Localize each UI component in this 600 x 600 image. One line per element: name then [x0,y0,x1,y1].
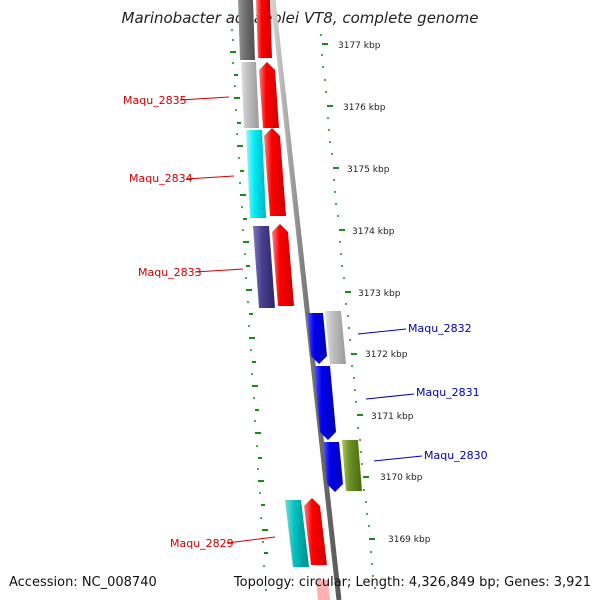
gene-label-maqu-2835[interactable]: Maqu_2835 [123,94,187,107]
map-title: Marinobacter aquaeolei VT8, complete gen… [121,9,479,27]
forward-gene-labels: Maqu_2835 Maqu_2834 Maqu_2833 Maqu_2829 [123,94,276,550]
scale-label-3170: 3170 kbp [380,473,423,483]
forward-gene-arrows [256,0,330,600]
gene-leader-line [226,536,276,544]
gene-leader-line [373,455,423,462]
scale-label-3172: 3172 kbp [365,350,408,360]
outer-dot-track [320,34,376,589]
gene-leader-line [365,393,415,400]
gene-leader-line [357,328,407,335]
cog-block [342,440,362,491]
reverse-gene-labels: Maqu_2832 Maqu_2831 Maqu_2830 [357,322,488,462]
gene-arrow-reverse [307,313,327,364]
inner-dot-track [230,14,267,591]
scale-label-3174: 3174 kbp [352,227,395,237]
gene-arrow-reverse [314,366,336,440]
gene-arrow-forward [304,498,327,565]
cog-block [241,62,259,128]
gene-arrow-forward [264,128,286,216]
scale-label-3173: 3173 kbp [358,289,401,299]
scale-label-3169: 3169 kbp [388,535,431,545]
gene-arrow-reverse [323,442,343,492]
cog-block [325,311,346,364]
reverse-gene-arrows [307,313,343,492]
gene-leader-line [194,268,244,273]
cog-blocks [238,0,362,567]
gene-arrow-forward [256,0,272,58]
accession-label: Accession: NC_008740 [9,575,157,590]
cog-block [238,0,255,60]
gene-leader-line [185,175,235,180]
gene-label-maqu-2829[interactable]: Maqu_2829 [170,537,234,550]
genome-backbone [270,0,342,600]
gene-label-maqu-2834[interactable]: Maqu_2834 [129,172,193,185]
scale-label-3175: 3175 kbp [347,165,390,175]
gene-label-maqu-2832[interactable]: Maqu_2832 [408,322,472,335]
gene-label-maqu-2830[interactable]: Maqu_2830 [424,449,488,462]
scale-ticks [322,43,375,540]
cog-block [246,130,266,218]
scale-label-3171: 3171 kbp [371,412,414,422]
gene-leader-line [179,96,230,101]
gene-arrow-forward [259,62,279,128]
scale-label-3177: 3177 kbp [338,41,381,51]
inner-tick-track [230,51,268,554]
cog-block [285,500,309,567]
scale-label-3176: 3176 kbp [343,103,386,113]
cog-block [253,226,275,308]
gene-arrow-forward [272,224,294,306]
topology-label: Topology: circular; Length: 4,326,849 bp… [233,575,591,590]
gene-label-maqu-2833[interactable]: Maqu_2833 [138,266,202,279]
gene-arrow-forward [316,580,330,600]
gene-label-maqu-2831[interactable]: Maqu_2831 [416,386,480,399]
